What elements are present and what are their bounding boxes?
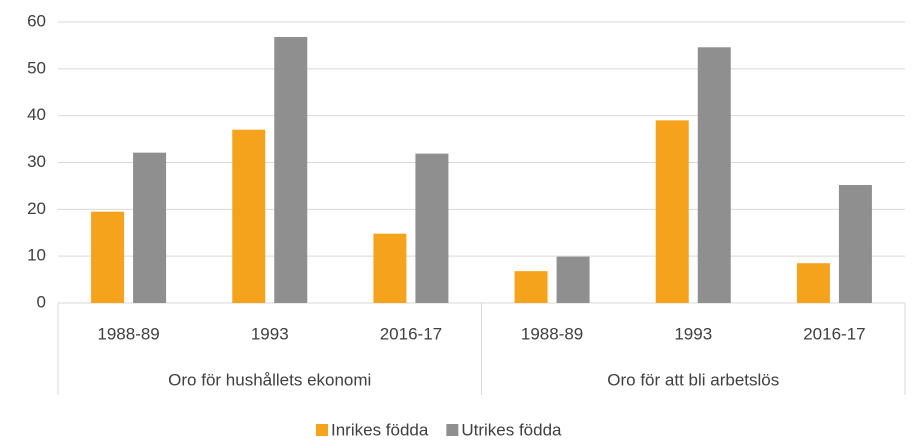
x-tick-label: 2016-17 <box>803 324 865 343</box>
y-tick-label: 60 <box>27 11 46 30</box>
bar <box>415 153 449 303</box>
y-tick-label: 50 <box>27 58 46 77</box>
bar <box>274 36 308 304</box>
bar <box>91 211 125 303</box>
y-tick-label: 0 <box>37 292 46 311</box>
bar <box>514 271 548 303</box>
y-tick-label: 40 <box>27 105 46 124</box>
x-tick-label: 1993 <box>674 324 712 343</box>
x-tick-label: 1988-89 <box>97 324 159 343</box>
legend-swatch <box>446 424 459 436</box>
x-tick-label: 1993 <box>251 324 289 343</box>
bar <box>838 184 872 303</box>
y-tick-label: 10 <box>27 246 46 265</box>
group-label: Oro för att bli arbetslös <box>607 370 779 389</box>
y-tick-label: 30 <box>27 152 46 171</box>
bar <box>697 47 731 303</box>
bar <box>232 129 266 303</box>
bar <box>373 233 407 303</box>
group-label: Oro för hushållets ekonomi <box>168 370 371 389</box>
legend-swatch <box>316 424 328 436</box>
x-tick-label: 2016-17 <box>380 324 442 343</box>
legend-label: Utrikes födda <box>461 420 562 439</box>
bar <box>796 263 830 303</box>
y-tick-label: 20 <box>27 199 46 218</box>
legend-label: Inrikes födda <box>331 420 429 439</box>
x-tick-label: 1988-89 <box>521 324 583 343</box>
bar <box>133 152 167 303</box>
bar <box>556 256 590 303</box>
bar <box>655 120 689 303</box>
